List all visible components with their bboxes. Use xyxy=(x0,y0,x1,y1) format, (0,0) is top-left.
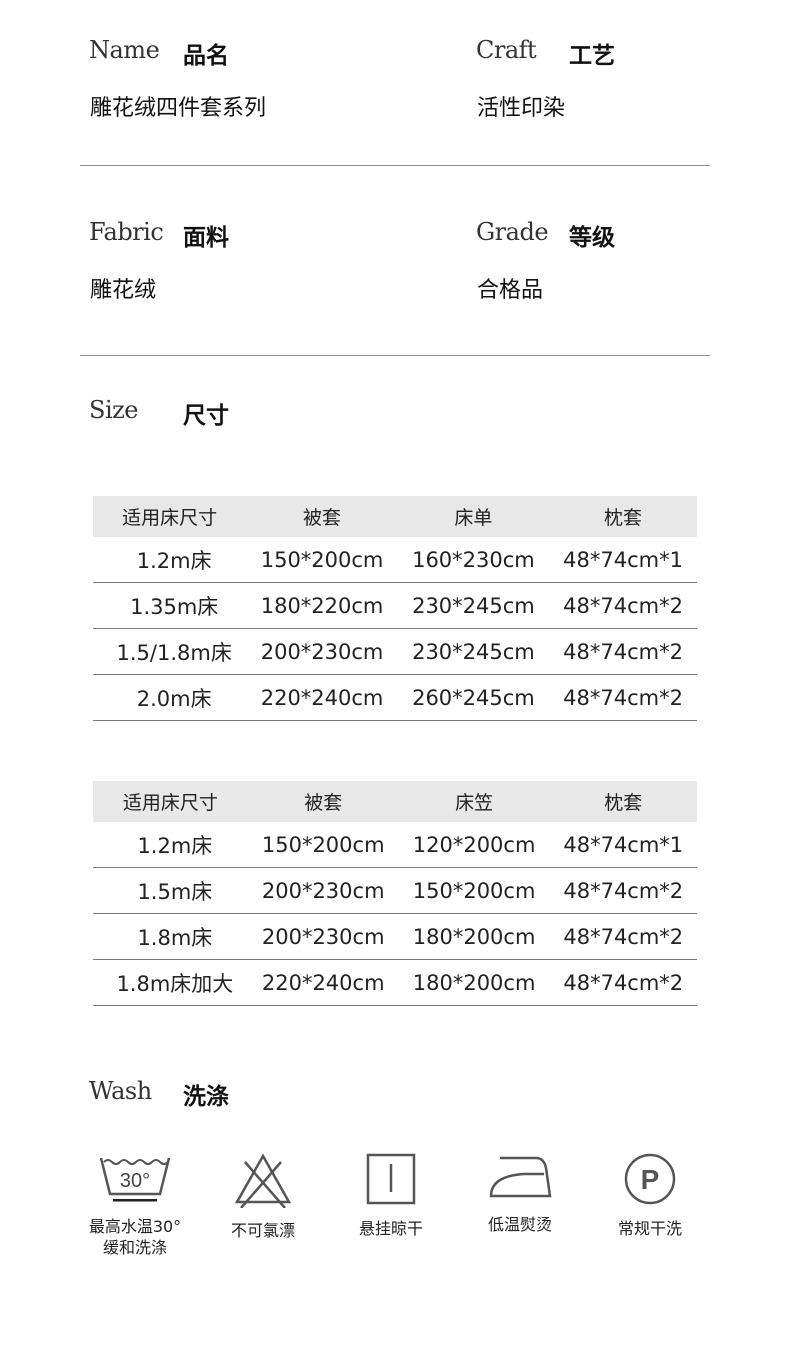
table-cell: 220*240cm xyxy=(247,959,399,1006)
divider xyxy=(80,165,710,166)
no-bleach-icon xyxy=(234,1153,292,1208)
name-value: 雕花绒四件套系列 xyxy=(90,96,267,121)
column-header: 适用床尺寸 xyxy=(93,496,247,537)
wash-item-label: 不可氯漂 xyxy=(230,1221,295,1240)
column-header: 被套 xyxy=(246,496,398,537)
column-header: 适用床尺寸 xyxy=(93,781,248,822)
low-iron-icon xyxy=(489,1156,552,1198)
table-cell: 48*74cm*2 xyxy=(549,582,697,629)
table-cell: 48*74cm*2 xyxy=(549,959,697,1006)
craft-label-en: Craft xyxy=(476,36,537,64)
column-header: 枕套 xyxy=(549,496,697,537)
grade-label-cn: 等级 xyxy=(569,225,615,251)
table-cell: 48*74cm*1 xyxy=(549,822,697,868)
table-cell: 1.8m床 xyxy=(93,913,248,960)
table-cell: 160*230cm xyxy=(397,537,550,583)
size-table-flat-sheet: 适用床尺寸 被套 床单 枕套 1.2m床 150*200cm 160*230cm 48*74c… xyxy=(93,496,697,721)
table-cell: 150*200cm xyxy=(247,822,399,868)
name-label-cn: 品名 xyxy=(183,43,229,69)
column-header: 床单 xyxy=(397,496,550,537)
column-header: 床笠 xyxy=(398,781,550,822)
table-row: 1.35m床 180*220cm 230*245cm 48*74cm*2 xyxy=(93,582,697,629)
table-cell: 1.5m床 xyxy=(93,867,248,914)
wash-item: 低温熨烫 xyxy=(460,1152,580,1235)
table-row: 1.5m床 200*230cm 150*200cm 48*74cm*2 xyxy=(93,867,697,914)
wash-item: P 常规干洗 xyxy=(590,1152,710,1239)
wash-item-label: 悬挂晾干 xyxy=(358,1219,423,1238)
table-cell: 48*74cm*2 xyxy=(549,628,697,675)
table-cell: 1.35m床 xyxy=(93,582,247,629)
wash-item: 悬挂晾干 xyxy=(331,1152,451,1239)
hang-dry-icon xyxy=(366,1153,416,1205)
table-cell: 150*200cm xyxy=(398,867,550,914)
wash-temp: 30° xyxy=(120,1170,150,1192)
size-label-en: Size xyxy=(89,396,138,424)
table-cell: 180*200cm xyxy=(398,959,550,1006)
divider xyxy=(80,355,710,356)
wash-label-cn: 洗涤 xyxy=(183,1084,229,1110)
table-cell: 180*200cm xyxy=(398,913,550,960)
fabric-label-en: Fabric xyxy=(89,218,164,246)
table-cell: 180*220cm xyxy=(246,582,398,629)
table-cell: 230*245cm xyxy=(397,582,550,629)
craft-label-cn: 工艺 xyxy=(569,43,615,69)
table-cell: 1.8m床加大 xyxy=(93,959,248,1006)
table-cell: 200*230cm xyxy=(246,628,398,675)
size-label-cn: 尺寸 xyxy=(183,403,229,429)
size-table-fitted-sheet: 适用床尺寸 被套 床笠 枕套 1.2m床 150*200cm 120*200cm 48*74c… xyxy=(93,781,697,1006)
table-cell: 230*245cm xyxy=(397,628,550,675)
table-cell: 48*74cm*2 xyxy=(549,913,697,960)
table-row: 2.0m床 220*240cm 260*245cm 48*74cm*2 xyxy=(93,674,697,721)
wash-item-label: 最高水温30° 缓和洗涤 xyxy=(88,1217,182,1257)
craft-value: 活性印染 xyxy=(477,96,566,121)
wash-label-en: Wash xyxy=(89,1077,152,1105)
wash-item: 30° 最高水温30° 缓和洗涤 xyxy=(75,1152,195,1258)
table-row: 1.2m床 150*200cm 120*200cm 48*74cm*1 xyxy=(93,822,697,868)
grade-value: 合格品 xyxy=(477,278,544,303)
table-cell: 48*74cm*1 xyxy=(549,537,697,583)
table-row: 1.5/1.8m床 200*230cm 230*245cm 48*74cm*2 xyxy=(93,628,697,675)
table-cell: 200*230cm xyxy=(247,913,399,960)
table-cell: 48*74cm*2 xyxy=(549,867,697,914)
table-row: 1.8m床加大 220*240cm 180*200cm 48*74cm*2 xyxy=(93,959,697,1006)
table-cell: 1.5/1.8m床 xyxy=(93,628,247,675)
table-cell: 120*200cm xyxy=(398,822,550,868)
table-cell: 260*245cm xyxy=(397,674,550,721)
fabric-label-cn: 面料 xyxy=(183,225,229,251)
fabric-value: 雕花绒 xyxy=(90,278,157,303)
grade-label-en: Grade xyxy=(476,218,549,246)
table-row: 1.8m床 200*230cm 180*200cm 48*74cm*2 xyxy=(93,913,697,960)
name-label-en: Name xyxy=(89,36,160,64)
table-cell: 150*200cm xyxy=(246,537,398,583)
table-cell: 48*74cm*2 xyxy=(549,674,697,721)
table-cell: 220*240cm xyxy=(246,674,398,721)
wash-30-icon: 30° xyxy=(99,1157,171,1202)
column-header: 被套 xyxy=(247,781,399,822)
wash-item-label: 常规干洗 xyxy=(617,1219,682,1238)
dry-clean-icon: P xyxy=(624,1153,676,1205)
column-header: 枕套 xyxy=(549,781,697,822)
table-cell: 200*230cm xyxy=(247,867,399,914)
table-row: 1.2m床 150*200cm 160*230cm 48*74cm*1 xyxy=(93,537,697,583)
table-cell: 1.2m床 xyxy=(93,537,247,583)
table-cell: 2.0m床 xyxy=(93,674,247,721)
table-cell: 1.2m床 xyxy=(93,822,248,868)
wash-item: 不可氯漂 xyxy=(203,1152,323,1241)
svg-text:P: P xyxy=(641,1164,660,1195)
wash-item-label: 低温熨烫 xyxy=(487,1215,552,1234)
